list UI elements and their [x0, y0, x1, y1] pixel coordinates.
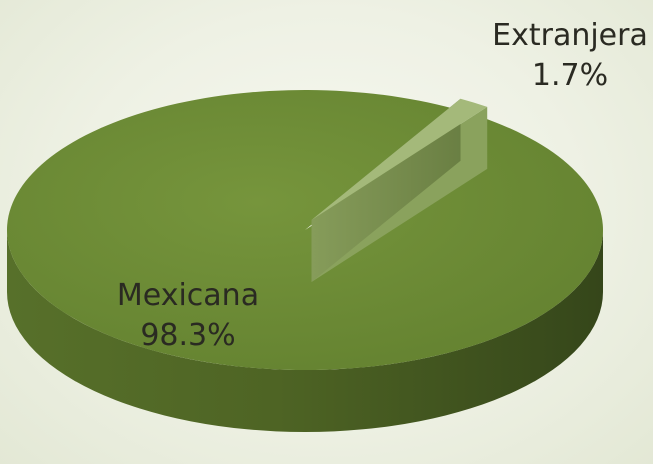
slice-label-mexicana: Mexicana 98.3% — [88, 276, 288, 356]
slice-label-extranjera: Extranjera 1.7% — [480, 16, 653, 96]
pie-slice-mexicana-wall — [7, 230, 603, 432]
slice-label-extranjera-name: Extranjera — [492, 18, 648, 53]
slice-label-mexicana-value: 98.3% — [140, 318, 236, 353]
pie-slice-extranjera — [311, 98, 488, 220]
slice-label-mexicana-name: Mexicana — [116, 278, 260, 313]
slice-label-extranjera-value: 1.7% — [531, 58, 609, 93]
pie-slices — [6, 89, 603, 432]
